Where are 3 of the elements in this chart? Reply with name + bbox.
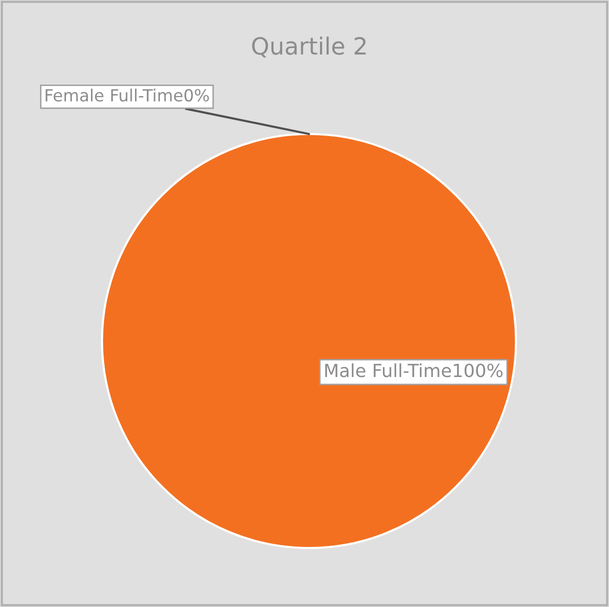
category-label: Female Full-Time0% bbox=[46, 88, 209, 102]
slice-label: Male Full-Time100% bbox=[325, 363, 503, 378]
chart-title: Quartile 2 bbox=[252, 36, 366, 58]
